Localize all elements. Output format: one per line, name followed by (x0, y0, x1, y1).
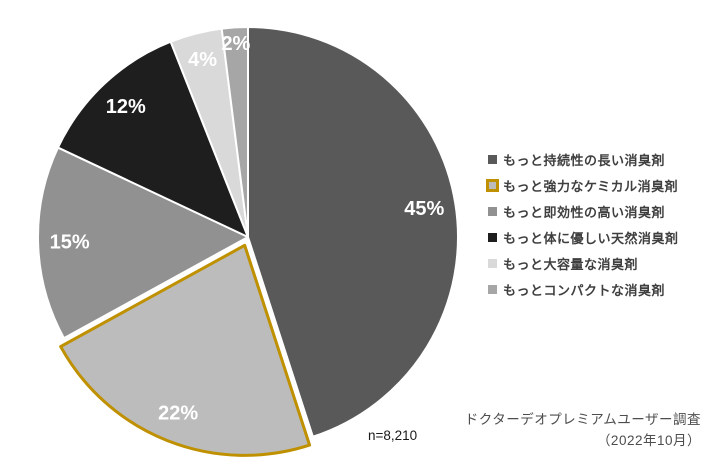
legend-marker-icon (488, 154, 497, 164)
legend-label: もっと大容量な消臭剤 (503, 256, 639, 272)
source-note: ドクターデオプレミアムユーザー調査 （2022年10月） (465, 409, 701, 451)
legend-marker-box (486, 231, 499, 244)
slice-percent-label-6: 2% (221, 33, 250, 55)
pie-slice-4 (56, 40, 249, 238)
legend-label: もっと持続性の長い消臭剤 (503, 152, 666, 168)
legend-marker-icon (488, 284, 497, 294)
legend-marker-icon (488, 206, 497, 216)
pie-slice-1 (247, 26, 459, 438)
slice-percent-label-3: 15% (50, 232, 90, 254)
legend-label: もっと強力なケミカル消臭剤 (503, 178, 679, 194)
slice-percent-label-5: 4% (188, 49, 217, 71)
legend-label: もっとコンパクトな消臭剤 (503, 282, 666, 298)
legend-item-5: もっと大容量な消臭剤 (486, 250, 679, 276)
pie-slice-2 (59, 243, 312, 457)
sample-size-label: n=8,210 (368, 428, 418, 443)
pie-slice-6 (220, 26, 249, 238)
slice-percent-label-2: 22% (158, 402, 198, 424)
legend-item-3: もっと即効性の高い消臭剤 (486, 198, 679, 224)
slice-percent-label-4: 12% (106, 96, 146, 118)
legend-marker-box (486, 257, 499, 270)
legend-item-6: もっとコンパクトな消臭剤 (486, 276, 679, 302)
legend: もっと持続性の長い消臭剤 もっと強力なケミカル消臭剤 もっと即効性の高い消臭剤 もっと… (486, 146, 679, 302)
legend-marker-box (486, 205, 499, 218)
slice-percent-label-1: 45% (404, 198, 444, 220)
legend-item-4: もっと体に優しい天然消臭剤 (486, 224, 679, 250)
legend-marker-icon (488, 232, 497, 242)
legend-marker-box (486, 283, 499, 296)
legend-marker-icon (486, 178, 499, 192)
legend-item-1: もっと持続性の長い消臭剤 (486, 146, 679, 172)
legend-marker-icon (488, 258, 497, 268)
legend-marker-box (486, 153, 499, 166)
legend-label: もっと体に優しい天然消臭剤 (503, 230, 679, 246)
source-line-2: （2022年10月） (596, 433, 701, 448)
source-line-1: ドクターデオプレミアムユーザー調査 (464, 412, 701, 427)
pie-slice-3 (37, 146, 249, 340)
legend-item-2: もっと強力なケミカル消臭剤 (486, 172, 679, 198)
legend-marker-box (486, 178, 499, 192)
legend-label: もっと即効性の高い消臭剤 (503, 204, 666, 220)
